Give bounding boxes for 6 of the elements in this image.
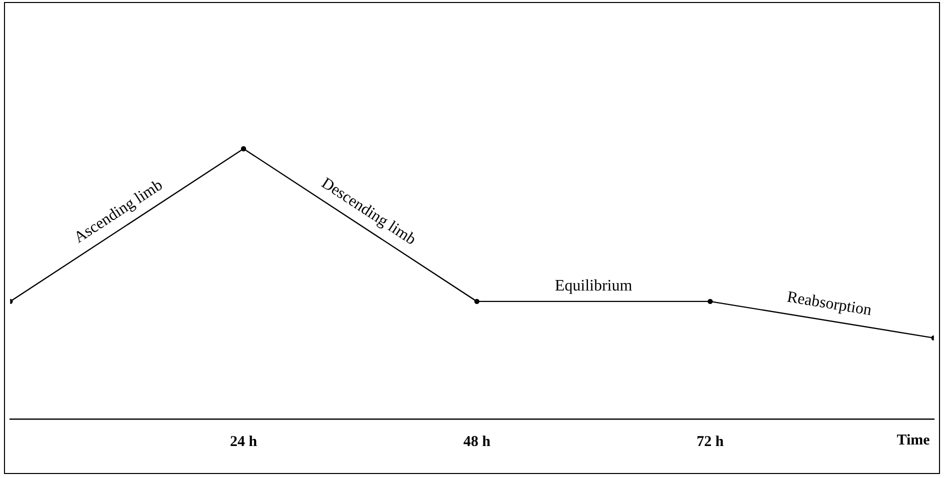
- x-tick-label: 72 h: [696, 434, 724, 450]
- x-tick-label: 24 h: [230, 434, 258, 450]
- annotation: Reabsorption: [786, 288, 873, 320]
- x-axis-title: Time: [896, 432, 930, 448]
- annotation: Equilibrium: [554, 278, 633, 295]
- x-tick-label: 48 h: [463, 434, 492, 450]
